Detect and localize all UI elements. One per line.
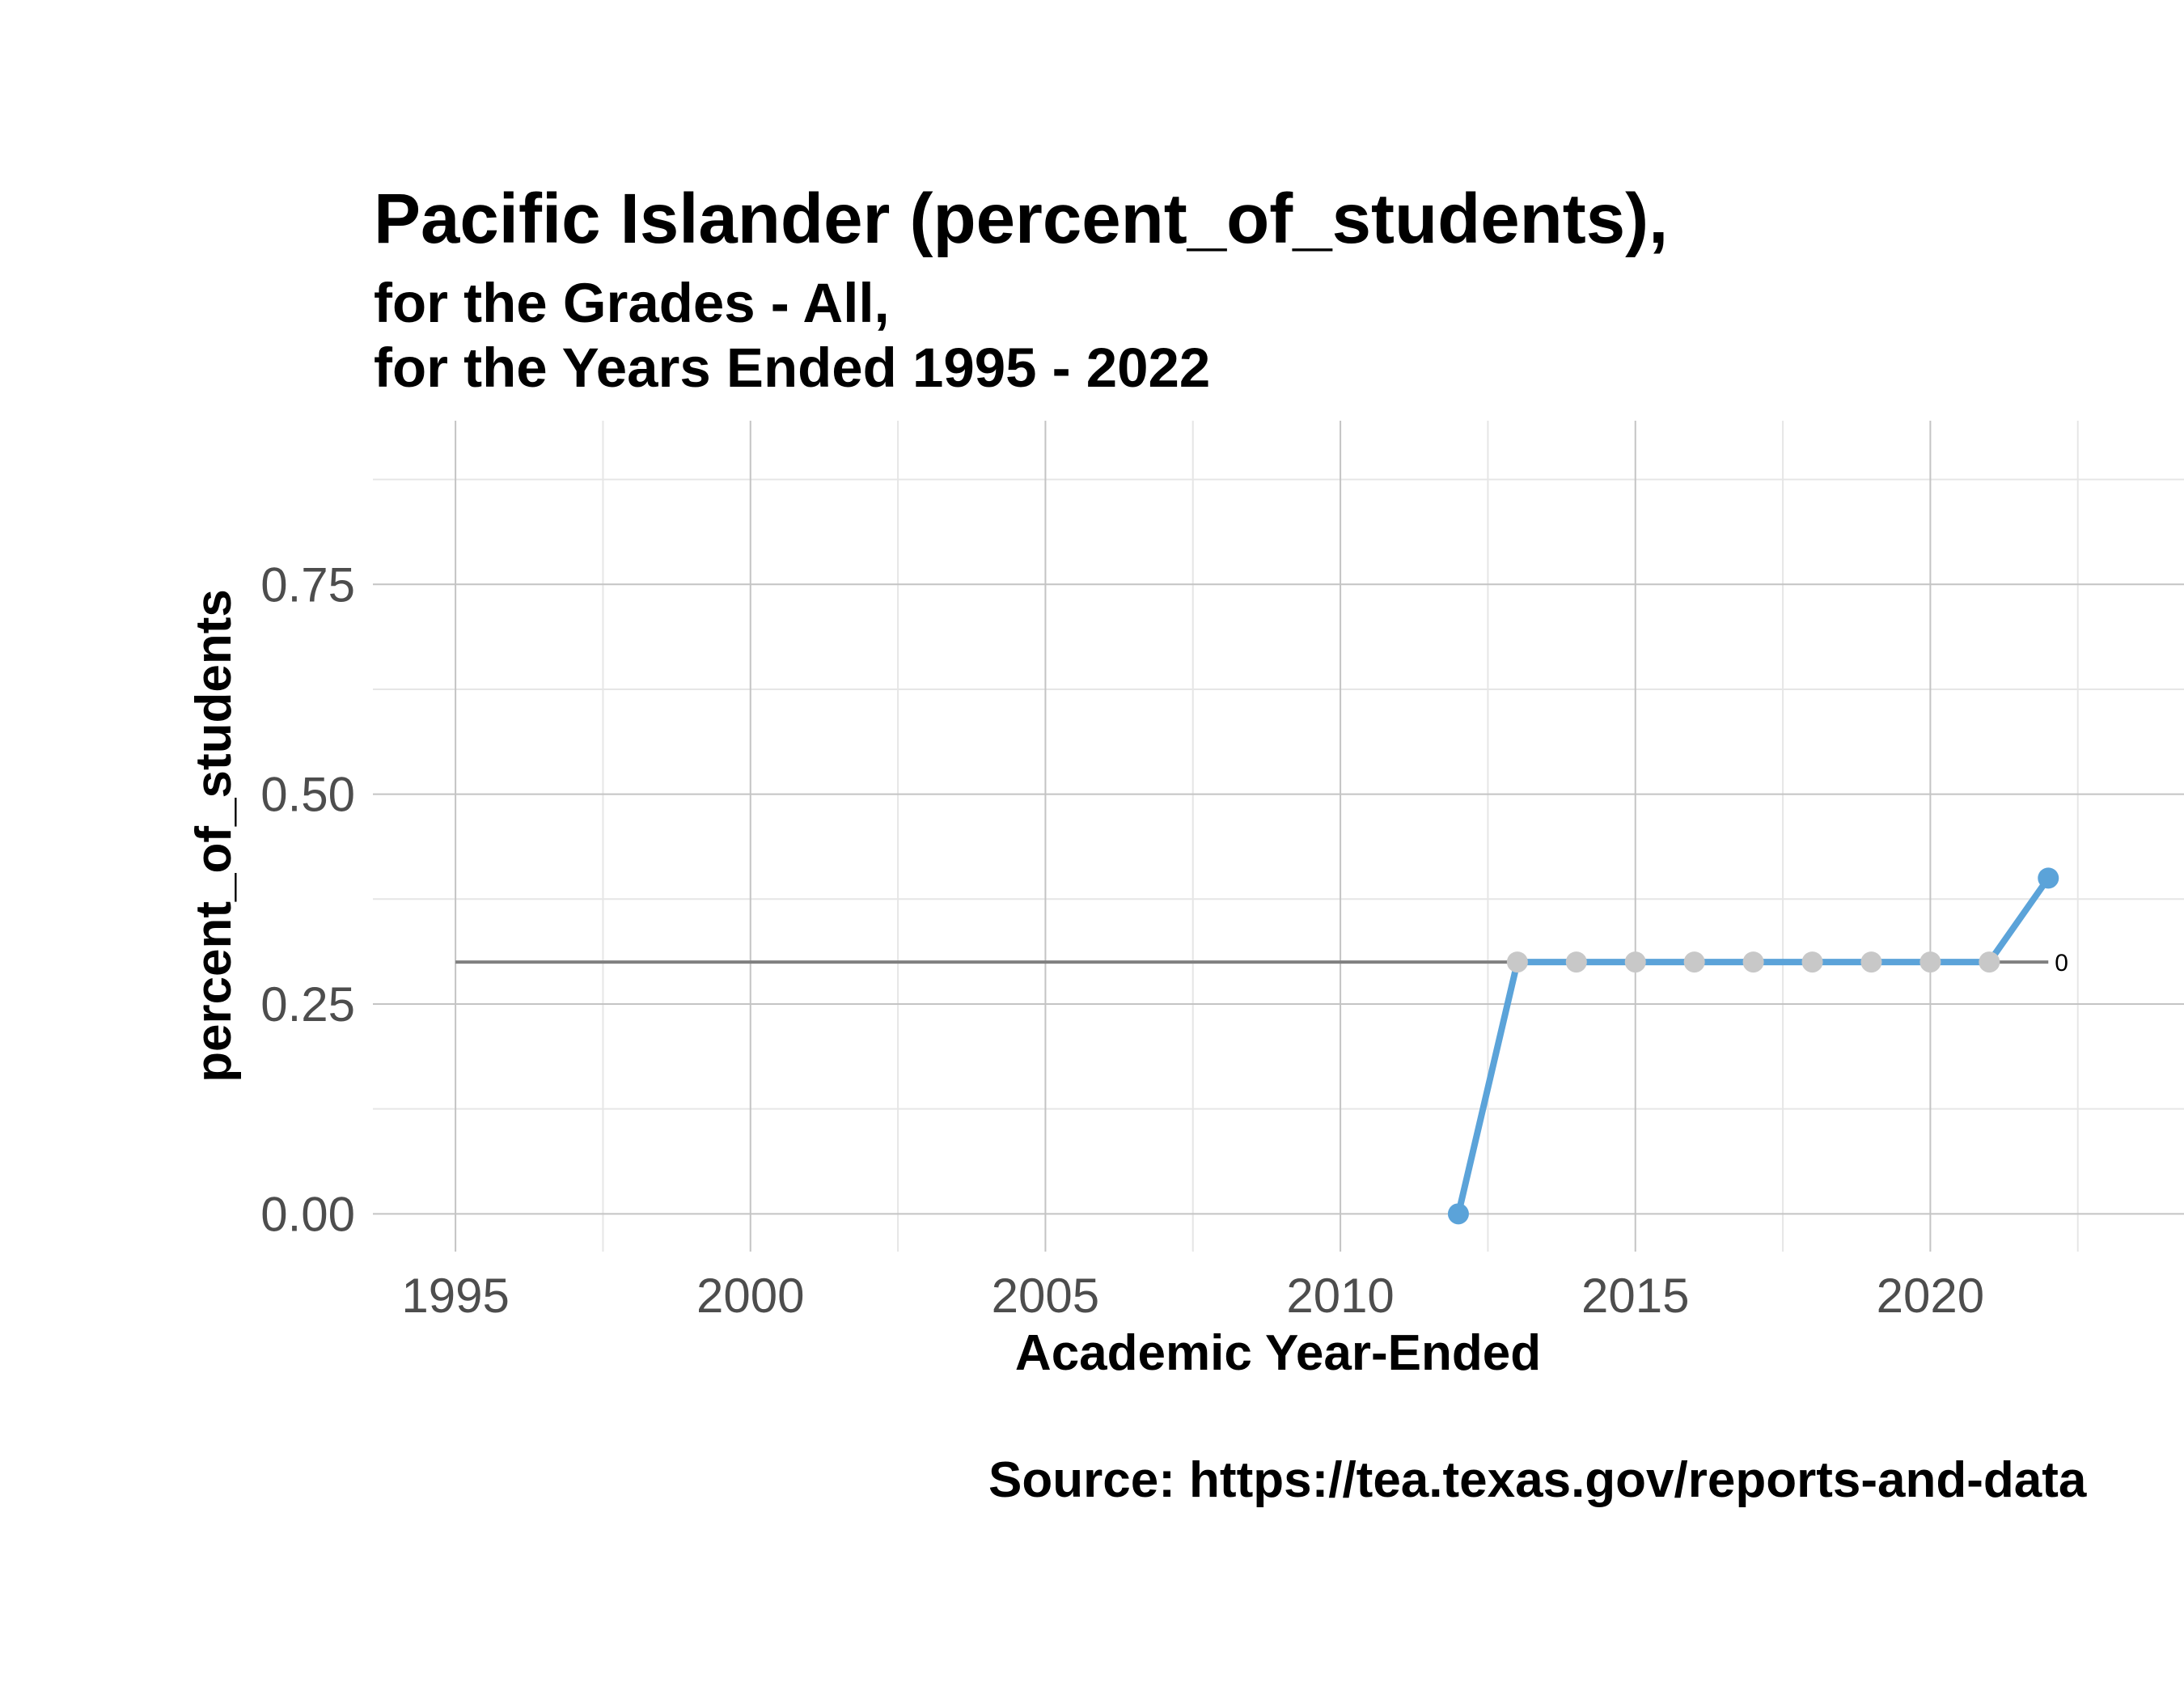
y-axis-ticks: 0.00 0.25 0.50 0.75 [260,557,355,1241]
data-point [1919,951,1941,973]
x-tick-label: 2000 [696,1269,804,1323]
x-axis-ticks: 1995 2000 2005 2010 2015 2020 [401,1269,1984,1323]
plot-area: 0 [373,421,2184,1252]
x-tick-label: 1995 [401,1269,509,1323]
data-point [1683,951,1705,973]
x-tick-label: 2020 [1877,1269,1984,1323]
x-tick-label: 2005 [992,1269,1099,1323]
y-tick-label: 0.00 [260,1187,355,1241]
y-axis-title: percent_of_students [186,589,242,1083]
y-tick-label: 0.75 [260,557,355,612]
source-caption: Source: https://tea.texas.gov/reports-an… [988,1452,2087,1508]
series-group [1447,867,2059,1225]
data-point [2038,867,2059,889]
data-point [1801,951,1823,973]
y-tick-label: 0.25 [260,977,355,1032]
data-point [1860,951,1882,973]
reference-line-label: 0 [2055,950,2068,977]
minor-grid [373,421,2184,1252]
chart-subtitle-line-1: for the Grades - All, [374,272,890,334]
x-tick-label: 2015 [1581,1269,1689,1323]
data-point [1624,951,1646,973]
data-point [1506,951,1528,973]
data-point [1565,951,1587,973]
y-tick-label: 0.50 [260,768,355,822]
x-tick-label: 2010 [1286,1269,1394,1323]
x-axis-title: Academic Year-Ended [1015,1325,1541,1381]
data-point [1742,951,1764,973]
chart-title: Pacific Islander (percent_of_students), [374,180,1668,258]
chart-subtitle-line-2: for the Years Ended 1995 - 2022 [374,337,1210,399]
major-grid [373,421,2184,1252]
plot-panel [373,421,2184,1252]
data-point [1979,951,2000,973]
data-point [1447,1203,1469,1225]
